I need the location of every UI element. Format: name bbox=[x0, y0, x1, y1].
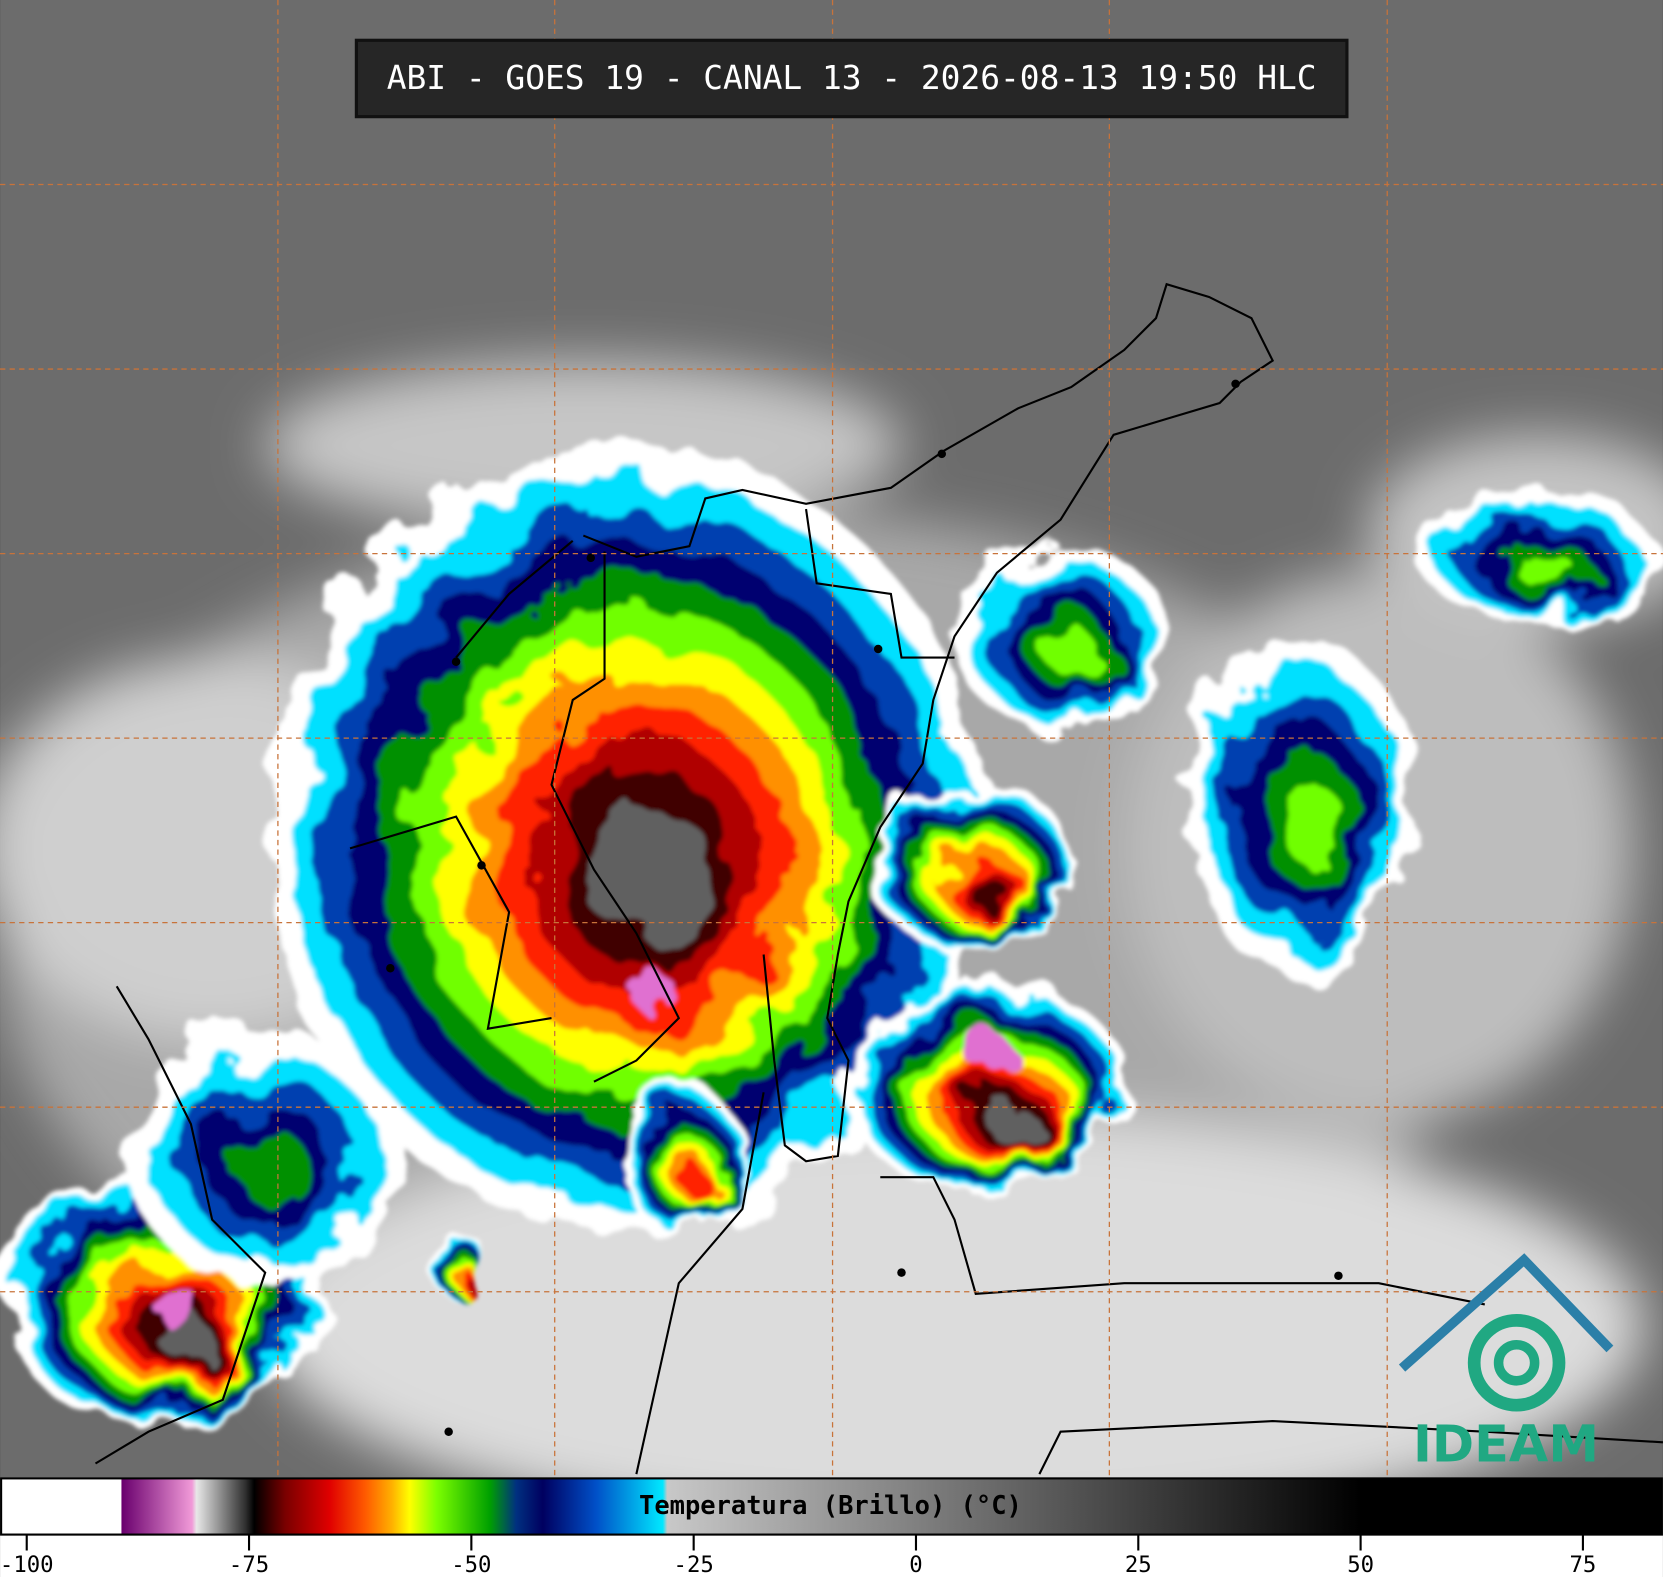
logo-swirl bbox=[1467, 1313, 1566, 1412]
logo-text: IDEAM bbox=[1413, 1416, 1599, 1475]
city-markers bbox=[386, 379, 1343, 1436]
graticule bbox=[0, 0, 1663, 1478]
colorbar bbox=[0, 1477, 1663, 1536]
cloud-layer bbox=[474, 1289, 487, 1303]
overshooting-top bbox=[157, 1290, 204, 1329]
cloud-layer bbox=[1044, 628, 1098, 677]
cloud-layer bbox=[984, 1103, 1035, 1141]
cloud-layer bbox=[235, 1133, 313, 1205]
tick-label: 75 bbox=[1570, 1552, 1597, 1577]
colorbar-ticks: -100 -75 -50 -25 0 25 50 75 bbox=[0, 1534, 1597, 1577]
cloud-layer bbox=[585, 804, 713, 942]
tick-label: 50 bbox=[1347, 1552, 1374, 1577]
tick-label: -50 bbox=[451, 1552, 491, 1577]
tick-label: -75 bbox=[229, 1552, 269, 1577]
tick-label: 0 bbox=[909, 1552, 922, 1577]
logo-swirl bbox=[1493, 1339, 1540, 1386]
logo-roof bbox=[1398, 1253, 1614, 1372]
cloud-layer bbox=[1519, 555, 1578, 590]
tick-label: -100 bbox=[0, 1552, 54, 1577]
title: ABI - GOES 19 - CANAL 13 - 2026-08-13 19… bbox=[387, 58, 1317, 97]
colorbar-label: Temperatura (Brillo) (°C) bbox=[639, 1491, 1022, 1521]
cloud-layer bbox=[1280, 779, 1339, 865]
coastlines bbox=[94, 282, 1663, 1475]
overshooting-top bbox=[628, 972, 676, 1011]
title-box bbox=[354, 38, 1349, 119]
cloud-layer bbox=[973, 879, 1010, 913]
logo: IDEAM bbox=[1398, 1253, 1614, 1475]
overshooting-top bbox=[968, 1036, 1015, 1075]
tick-label: -25 bbox=[674, 1552, 714, 1577]
cloud-layer bbox=[683, 1166, 709, 1197]
tick-label: 25 bbox=[1125, 1552, 1152, 1577]
